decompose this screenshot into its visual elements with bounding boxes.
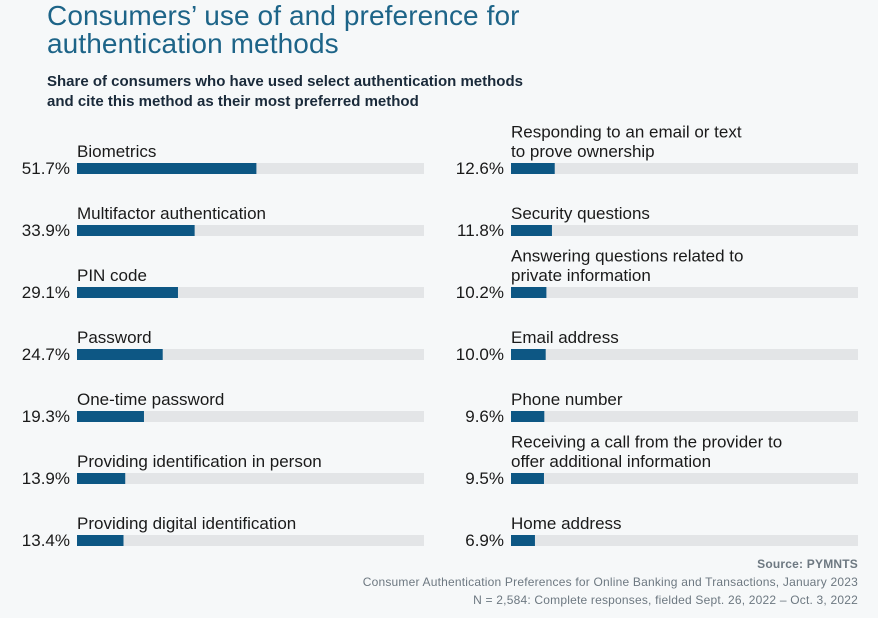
bar — [77, 473, 126, 484]
source-description: Consumer Authentication Preferences for … — [362, 575, 858, 589]
category-label: Providing digital identification — [77, 514, 296, 533]
category-label: Email address — [511, 328, 619, 347]
category-label: Security questions — [511, 204, 650, 223]
bar-track — [77, 473, 424, 484]
bar — [511, 473, 544, 484]
bar — [511, 349, 546, 360]
bar — [511, 411, 545, 422]
category-label: to prove ownership — [511, 142, 655, 161]
value-label: 11.8% — [457, 221, 504, 240]
chart-subtitle-line-1: Share of consumers who have used select … — [47, 73, 523, 90]
value-label: 24.7% — [22, 345, 70, 364]
bar-track — [77, 349, 424, 360]
source-sample-note: N = 2,584: Complete responses, fielded S… — [473, 593, 858, 607]
bar — [77, 349, 163, 360]
bar-track — [511, 225, 858, 236]
value-label: 51.7% — [22, 159, 70, 178]
bar-track — [511, 287, 858, 298]
category-label: PIN code — [77, 266, 147, 285]
bar — [77, 411, 144, 422]
bar-track — [511, 349, 858, 360]
bar — [511, 287, 547, 298]
value-label: 13.9% — [22, 469, 70, 488]
category-label: Responding to an email or text — [511, 123, 742, 142]
bar-track — [511, 163, 858, 174]
value-label: 10.0% — [456, 345, 504, 364]
bar — [511, 535, 535, 546]
bar-track — [77, 535, 424, 546]
category-label: Providing identification in person — [77, 452, 322, 471]
bar-track — [77, 287, 424, 298]
source-name: Source: PYMNTS — [757, 557, 858, 571]
value-label: 33.9% — [22, 221, 70, 240]
chart-title-line-2: authentication methods — [47, 28, 339, 59]
category-label: private information — [511, 266, 651, 285]
source-note: Source: PYMNTS Consumer Authentication P… — [363, 555, 858, 609]
bar — [77, 535, 124, 546]
bar — [511, 163, 555, 174]
chart-subtitle-line-2: and cite this method as their most prefe… — [47, 93, 419, 110]
value-label: 10.2% — [456, 283, 504, 302]
bar-track — [511, 411, 858, 422]
category-label: Answering questions related to — [511, 247, 743, 266]
category-label: Receiving a call from the provider to — [511, 433, 782, 452]
bar-track — [511, 535, 858, 546]
chart-title-line-1: Consumers’ use of and preference for — [47, 0, 520, 31]
chart-title: Consumers’ use of and preference for aut… — [47, 2, 847, 58]
value-label: 19.3% — [22, 407, 70, 426]
category-label: Biometrics — [77, 142, 156, 161]
bar — [77, 287, 178, 298]
bar-track — [77, 225, 424, 236]
category-label: Phone number — [511, 390, 623, 409]
value-label: 12.6% — [456, 159, 504, 178]
category-label: Password — [77, 328, 152, 347]
bar — [77, 225, 195, 236]
bar — [77, 163, 257, 174]
bar — [511, 225, 552, 236]
bar-track — [77, 411, 424, 422]
value-label: 13.4% — [22, 531, 70, 550]
chart-subtitle: Share of consumers who have used select … — [47, 72, 847, 112]
category-label: Home address — [511, 514, 622, 533]
category-label: Multifactor authentication — [77, 204, 266, 223]
category-label: offer additional information — [511, 452, 711, 471]
value-label: 9.5% — [465, 469, 504, 488]
bar-track — [511, 473, 858, 484]
value-label: 29.1% — [22, 283, 70, 302]
value-label: 9.6% — [465, 407, 504, 426]
category-label: One-time password — [77, 390, 224, 409]
value-label: 6.9% — [465, 531, 504, 550]
